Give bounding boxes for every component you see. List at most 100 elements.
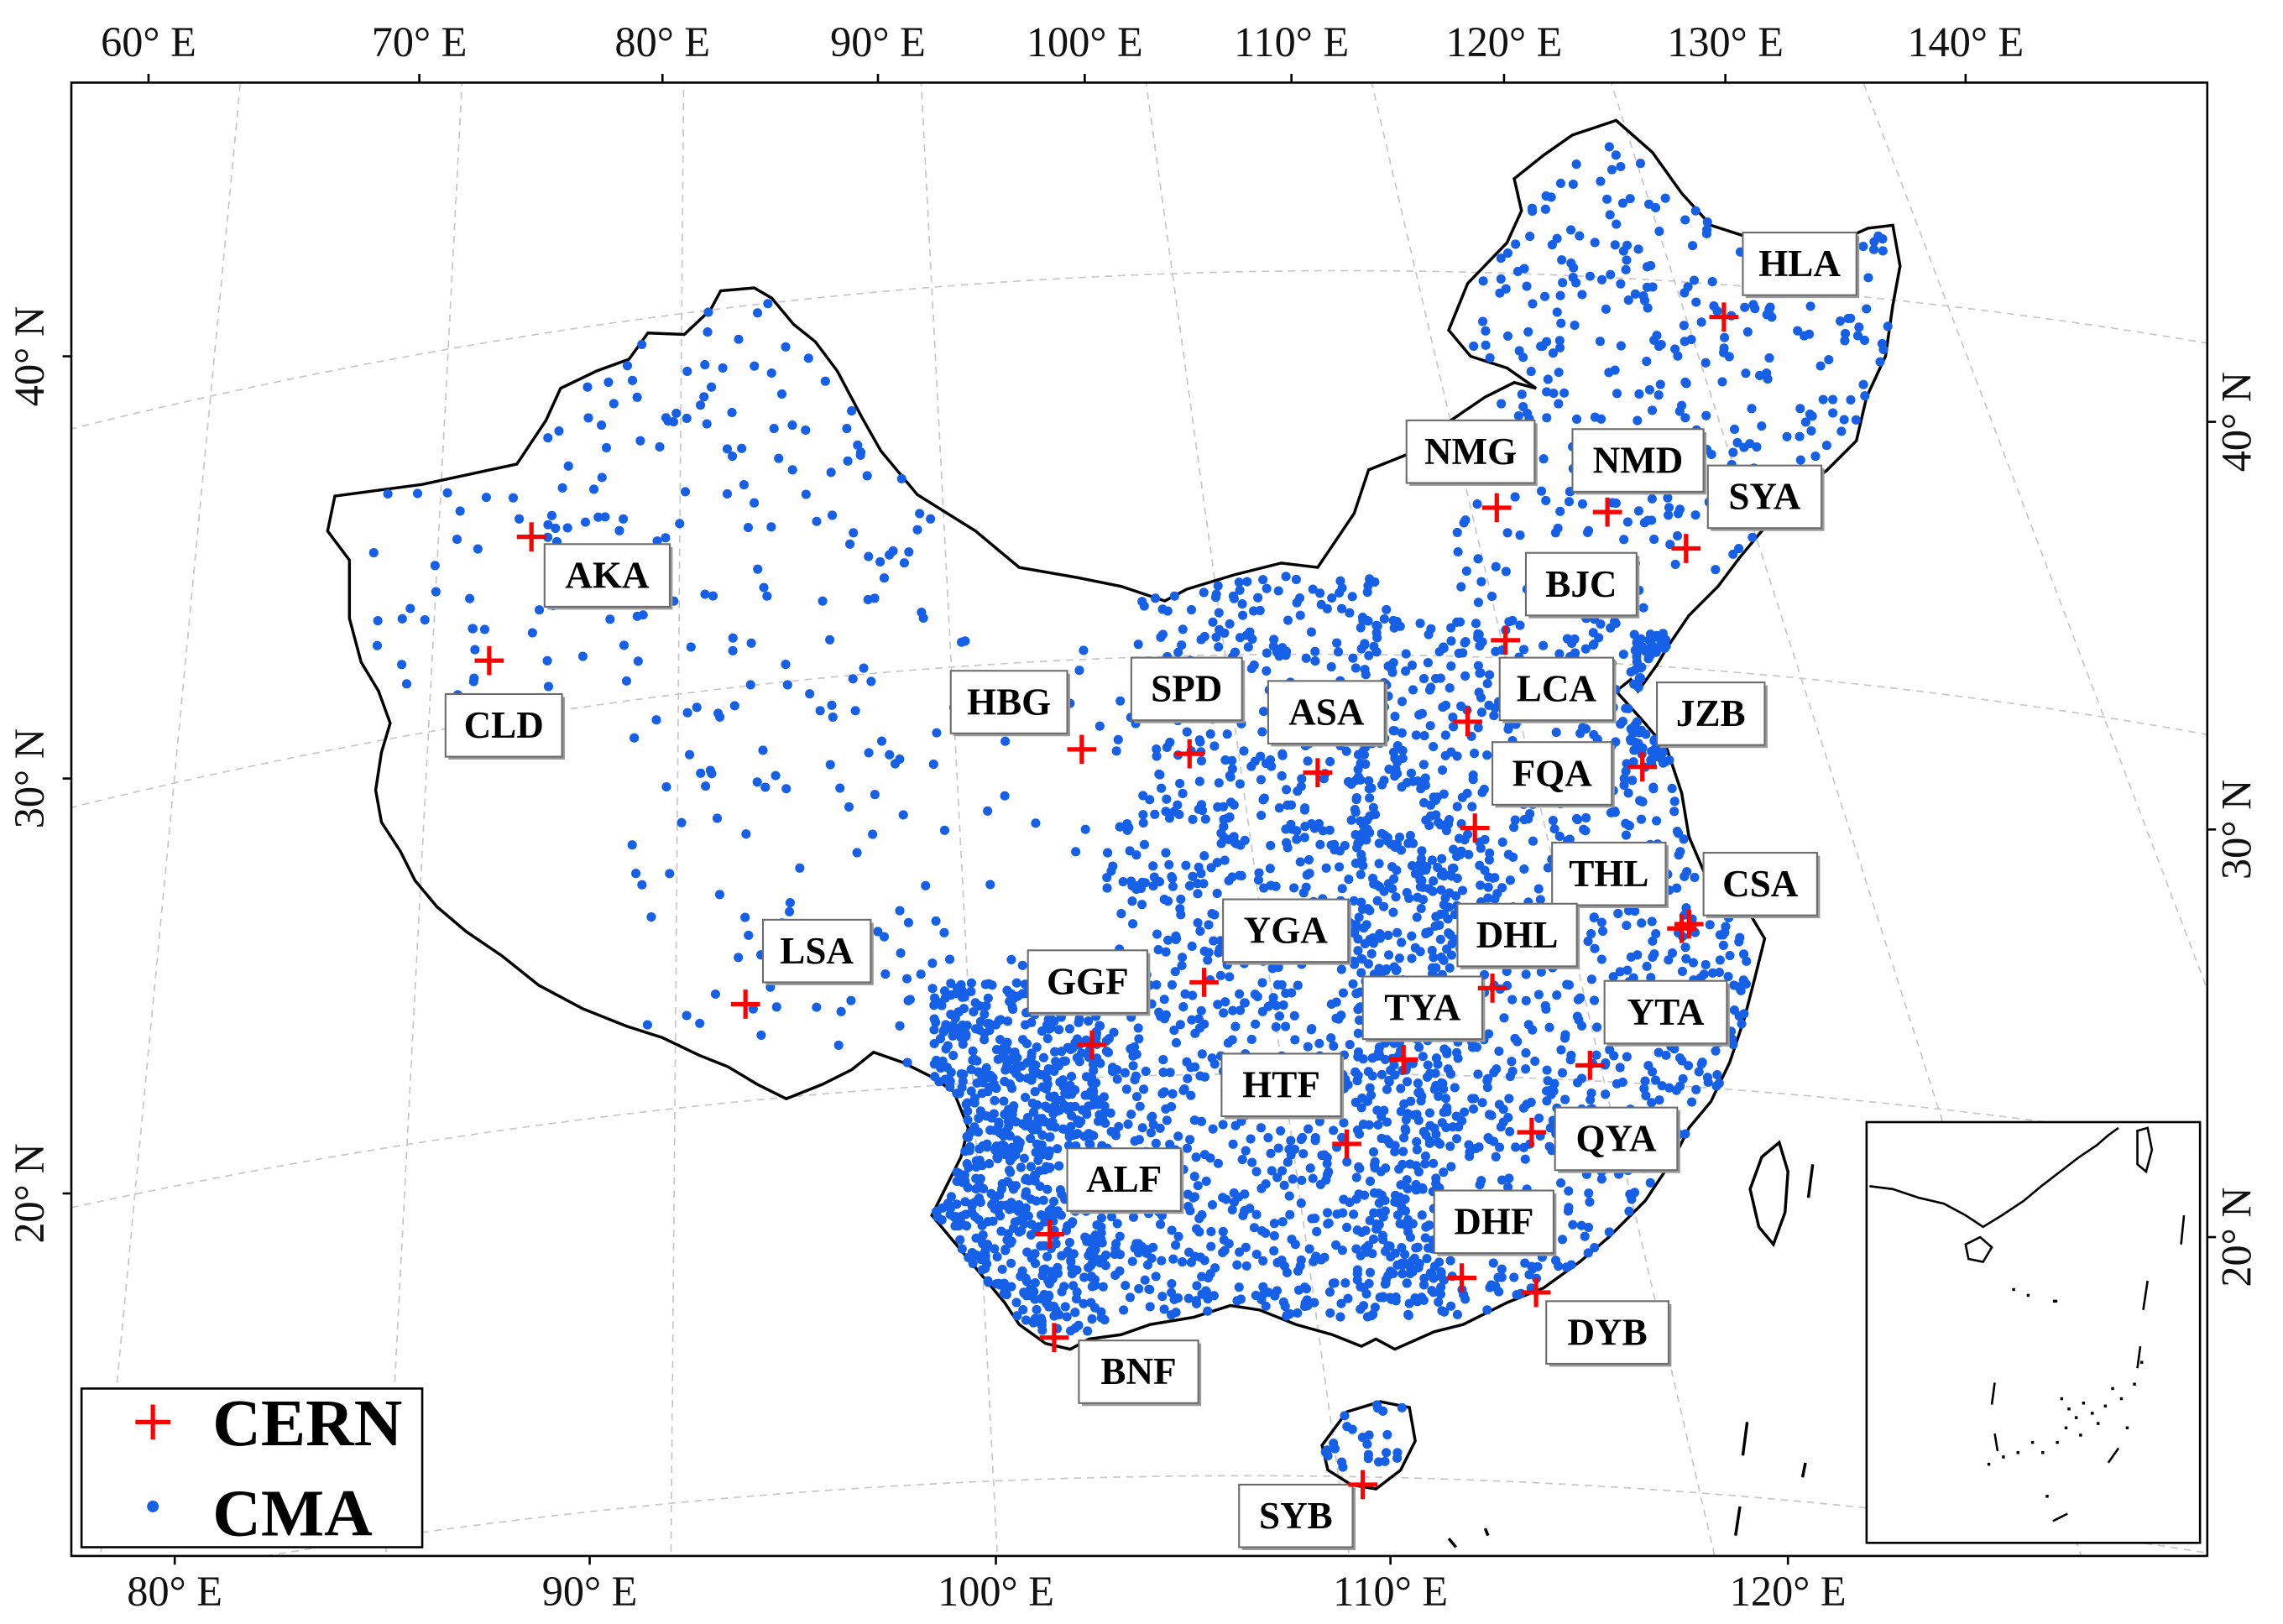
cma-station-dot	[632, 392, 642, 402]
cma-station-dot	[1477, 637, 1487, 647]
cma-station-dot	[1699, 969, 1709, 979]
cma-station-dot	[1256, 751, 1266, 761]
cma-station-dot	[1199, 587, 1209, 598]
cma-station-dot	[1596, 954, 1606, 964]
cma-station-dot	[1464, 1140, 1474, 1150]
cma-station-dot	[1397, 1402, 1407, 1413]
cma-station-dot	[1607, 498, 1617, 508]
cma-station-dot	[1869, 244, 1879, 254]
cma-station-dot	[963, 1106, 973, 1116]
cma-station-dot	[1636, 634, 1646, 644]
cma-station-dot	[1338, 988, 1348, 998]
cma-station-dot	[1741, 368, 1751, 379]
station-label-text: HLA	[1758, 243, 1841, 285]
cma-station-dot	[1164, 859, 1174, 869]
cma-station-dot	[1006, 1282, 1016, 1292]
cma-station-dot	[801, 425, 811, 436]
cma-station-dot	[999, 1096, 1009, 1106]
cma-station-dot	[1651, 928, 1661, 939]
cma-station-dot	[990, 1244, 1000, 1254]
cma-station-dot	[980, 1009, 990, 1020]
cma-station-dot	[1219, 1008, 1229, 1018]
cma-station-dot	[1336, 603, 1347, 614]
label-box	[1027, 949, 1148, 1014]
cma-station-dot	[1562, 979, 1572, 990]
cern-marker-aka	[516, 522, 546, 551]
right-latitude-labels: 40° N 30° N 20° N	[2212, 372, 2259, 1287]
cma-station-dot	[820, 376, 830, 386]
cma-station-dot	[1747, 404, 1757, 414]
cma-station-dot	[1521, 995, 1531, 1005]
cma-station-dot	[1037, 1130, 1047, 1140]
cma-station-dot	[1087, 1078, 1097, 1088]
cma-station-dot	[1503, 1113, 1513, 1123]
cma-station-dot	[1002, 1061, 1012, 1071]
cma-station-dot	[1071, 1294, 1082, 1304]
cma-station-dot	[1167, 1225, 1177, 1235]
cma-station-dot	[1445, 888, 1455, 898]
cma-station-dot	[1652, 331, 1662, 341]
station-label-text: ALF	[1086, 1158, 1162, 1200]
cma-station-dot	[1610, 240, 1620, 250]
cma-station-dot	[1208, 617, 1218, 627]
cma-station-dot	[1042, 1103, 1053, 1113]
cma-station-dot	[1000, 1244, 1011, 1254]
cma-station-dot	[745, 680, 755, 690]
cma-station-dot	[1039, 1289, 1049, 1299]
cma-station-dot	[1125, 1292, 1136, 1303]
cma-station-dot	[1377, 828, 1387, 838]
cma-station-dot	[1655, 379, 1665, 389]
cma-station-dot	[1126, 876, 1136, 886]
cern-marker-dyb	[1521, 1277, 1551, 1308]
cma-station-dot	[1254, 868, 1264, 878]
cma-station-dot	[1002, 1045, 1012, 1055]
station-label-dyb: DYB	[1545, 1300, 1672, 1367]
cma-station-dot	[973, 1127, 984, 1137]
cma-station-dot	[1657, 1081, 1667, 1091]
cma-station-dot	[685, 749, 695, 760]
cma-station-dot	[1495, 288, 1505, 298]
cma-station-dot	[1296, 1198, 1306, 1209]
cma-station-dot	[1522, 281, 1532, 291]
cma-station-dot	[1079, 1131, 1089, 1141]
cma-station-dot	[1610, 365, 1620, 375]
cma-station-dot	[1392, 838, 1402, 849]
cma-station-dot	[1080, 824, 1090, 834]
cma-station-dot	[1446, 747, 1456, 757]
cma-station-dot	[1006, 954, 1016, 964]
cma-station-dot	[1552, 990, 1562, 1000]
cma-station-dot	[1023, 1211, 1033, 1221]
cma-station-dot	[481, 493, 491, 503]
cma-station-dot	[781, 660, 791, 670]
cma-station-dot	[1272, 1172, 1283, 1183]
cma-station-dot	[1036, 1241, 1046, 1251]
cma-station-dot	[1623, 295, 1633, 305]
cma-station-dot	[1000, 791, 1010, 801]
cma-station-dot	[1139, 601, 1149, 611]
cma-station-dot	[508, 493, 519, 503]
cma-station-dot	[1161, 848, 1171, 858]
cma-station-dot	[1428, 886, 1438, 896]
cma-station-dot	[1089, 1066, 1099, 1076]
cma-station-dot	[1351, 920, 1361, 930]
cma-station-dot	[1495, 1142, 1505, 1152]
cma-station-dot	[1518, 352, 1528, 363]
station-label-alf: ALF	[1066, 1147, 1184, 1214]
cma-station-dot	[728, 451, 738, 462]
cma-station-dot	[946, 979, 956, 989]
cma-station-dot	[1070, 1101, 1080, 1111]
cma-station-dot	[1436, 1282, 1446, 1292]
cma-station-dot	[1711, 1046, 1721, 1056]
label-box	[761, 918, 872, 984]
cma-station-dot	[1152, 744, 1162, 755]
cma-station-dot	[1353, 771, 1364, 782]
cma-station-dot	[1649, 949, 1659, 959]
cma-station-dot	[1063, 1082, 1073, 1092]
cma-station-dot	[1218, 1193, 1228, 1203]
cma-station-dot	[1345, 1039, 1355, 1050]
cma-station-dot	[934, 1077, 944, 1087]
cma-station-dot	[1060, 1056, 1070, 1066]
cma-station-dot	[1278, 1297, 1288, 1307]
cma-station-dot	[1256, 810, 1267, 821]
cma-station-dot	[978, 1230, 988, 1240]
